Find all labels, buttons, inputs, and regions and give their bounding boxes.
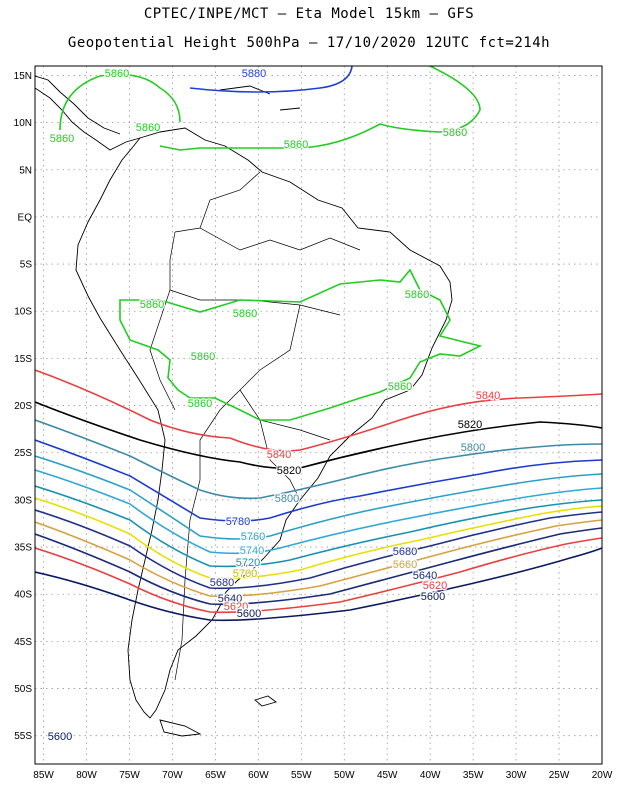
- lon-tick-label: 70W: [162, 770, 183, 781]
- contour-label-5700: 5700: [233, 568, 257, 580]
- contour-label-5600: 5600: [237, 608, 261, 620]
- lat-tick-label: 50S: [14, 684, 32, 695]
- falkland-islands: [254, 695, 277, 707]
- lon-tick-label: 85W: [33, 770, 54, 781]
- contour-label-5640: 5640: [413, 570, 437, 582]
- map-frame: [34, 65, 603, 765]
- contour-5840: [35, 369, 602, 452]
- lon-tick-label: 75W: [119, 770, 140, 781]
- contour-label-5600: 5600: [421, 591, 445, 603]
- contour-5720: [35, 485, 602, 568]
- contour-label-5860: 5860: [388, 381, 412, 393]
- map-title: CPTEC/INPE/MCT – Eta Model 15km – GFS: [143, 6, 475, 22]
- contour-5760: [35, 455, 602, 540]
- lat-tick-label: 15S: [14, 354, 32, 365]
- contour-5640: [35, 527, 602, 606]
- lon-tick-label: 30W: [506, 770, 527, 781]
- contour-label-5860: 5860: [443, 127, 467, 139]
- contour-label-5720: 5720: [236, 557, 260, 569]
- contour-label-5860: 5860: [188, 398, 212, 410]
- lat-tick-label: 10N: [14, 118, 32, 129]
- contour-label-5820: 5820: [277, 465, 301, 477]
- lon-tick-label: 60W: [248, 770, 269, 781]
- longitude-tick-labels: 85W 80W 75W 70W 65W 60W 55W 50W 45W 40W 35W 30W 25W 2…: [33, 770, 613, 781]
- contour-5620: [35, 537, 602, 614]
- lon-tick-label: 50W: [334, 770, 355, 781]
- contour-label-5820: 5820: [458, 419, 482, 431]
- contour-label-5840: 5840: [476, 390, 500, 402]
- contour-label-5680: 5680: [210, 577, 234, 589]
- contour-5820: [35, 401, 602, 470]
- contour-5680: [35, 509, 602, 590]
- lon-tick-label: 45W: [377, 770, 398, 781]
- contour-label-5860: 5860: [140, 299, 164, 311]
- lat-tick-label: 20S: [14, 401, 32, 412]
- contour-label-5860: 5860: [405, 289, 429, 301]
- contour-label-5860: 5860: [191, 351, 215, 363]
- contour-label-5860: 5860: [284, 139, 308, 151]
- lon-tick-label: 65W: [205, 770, 226, 781]
- contour-label-5860: 5860: [105, 68, 129, 80]
- contour-label-5620: 5620: [224, 601, 248, 613]
- map-subtitle: Geopotential Height 500hPa – 17/10/2020 …: [67, 35, 551, 51]
- lat-tick-label: 10S: [14, 307, 32, 318]
- tierra-del-fuego: [159, 719, 202, 737]
- lat-tick-label: 55S: [14, 731, 32, 742]
- contour-label-5640: 5640: [218, 593, 242, 605]
- contour-5740: [35, 469, 602, 555]
- lat-tick-label: 5S: [20, 260, 33, 271]
- lon-tick-label: 40W: [420, 770, 441, 781]
- lat-tick-label: 30S: [14, 495, 32, 506]
- contour-label-5680: 5680: [393, 546, 417, 558]
- contour-label-5760: 5760: [241, 531, 265, 543]
- lat-tick-label: 35S: [14, 543, 32, 554]
- contour-label-5880: 5880: [242, 68, 266, 80]
- contour-label-5740: 5740: [240, 545, 264, 557]
- lon-tick-label: 35W: [463, 770, 484, 781]
- lon-tick-label: 80W: [76, 770, 97, 781]
- contour-lines: [35, 66, 602, 622]
- contour-5660: [35, 519, 602, 598]
- lat-tick-label: 45S: [14, 637, 32, 648]
- contour-label-5780: 5780: [226, 516, 250, 528]
- map-background: [35, 66, 602, 764]
- latitude-tick-labels: 15N 10N 5N EQ 5S 10S 15S 20S 25S 30S 35S 40S 45S 50S 5…: [14, 71, 33, 742]
- south-america-coastline: [75, 127, 453, 719]
- contour-label-5860: 5860: [233, 308, 257, 320]
- contour-5600: [35, 547, 602, 622]
- lon-tick-label: 55W: [291, 770, 312, 781]
- contour-label-5860: 5860: [136, 122, 160, 134]
- contour-label-5800: 5800: [275, 493, 299, 505]
- central-america-north-coast: [35, 75, 121, 135]
- contour-5860-north: [59, 66, 481, 151]
- contour-label-5620: 5620: [423, 580, 447, 592]
- contour-5800: [35, 419, 602, 500]
- contour-5780: [35, 439, 602, 522]
- lat-tick-label: 5N: [19, 165, 32, 176]
- contour-label-5860: 5860: [50, 133, 74, 145]
- lat-tick-label: 25S: [14, 448, 32, 459]
- contour-label-5800: 5800: [461, 442, 485, 454]
- lon-tick-label: 25W: [549, 770, 570, 781]
- contour-labels: 5860 5880 5860 5860 5860 5860 5860 5860 5860 5860…: [47, 67, 502, 745]
- contour-label-5840: 5840: [267, 449, 291, 461]
- lat-tick-label: 15N: [14, 71, 32, 82]
- contour-label-5600: 5600: [48, 731, 72, 743]
- contour-label-5660: 5660: [393, 559, 417, 571]
- lon-tick-label: 20W: [592, 770, 613, 781]
- lat-tick-label: EQ: [18, 212, 33, 223]
- contour-5880: [189, 66, 353, 93]
- central-america-coastline: [35, 87, 141, 151]
- contour-5700: [35, 497, 602, 580]
- lat-tick-label: 40S: [14, 590, 32, 601]
- contour-5860-south: [119, 268, 483, 421]
